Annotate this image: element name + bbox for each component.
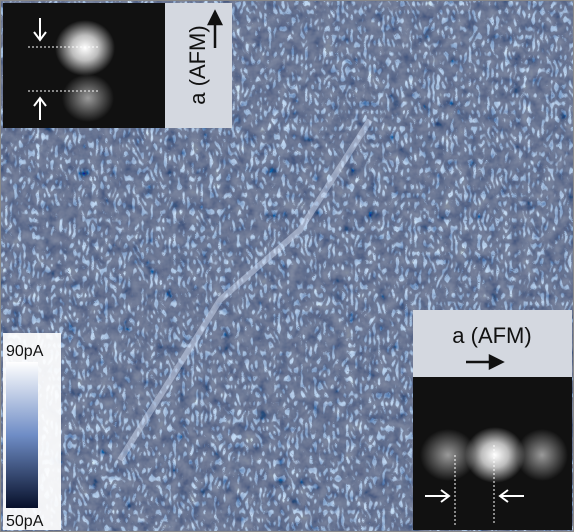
afm-spot — [62, 74, 114, 122]
colorbar — [6, 362, 38, 508]
afm-spot — [516, 429, 568, 481]
axis-label: a (AFM) — [452, 323, 531, 348]
colorbar-max-label: 90pA — [6, 343, 44, 360]
colorbar-min-label: 50pA — [6, 513, 44, 530]
figure: a (AFM) a (AFM) 90pA 50pA — [0, 0, 574, 532]
axis-label: a (AFM) — [185, 25, 210, 104]
afm-spot — [55, 20, 115, 76]
